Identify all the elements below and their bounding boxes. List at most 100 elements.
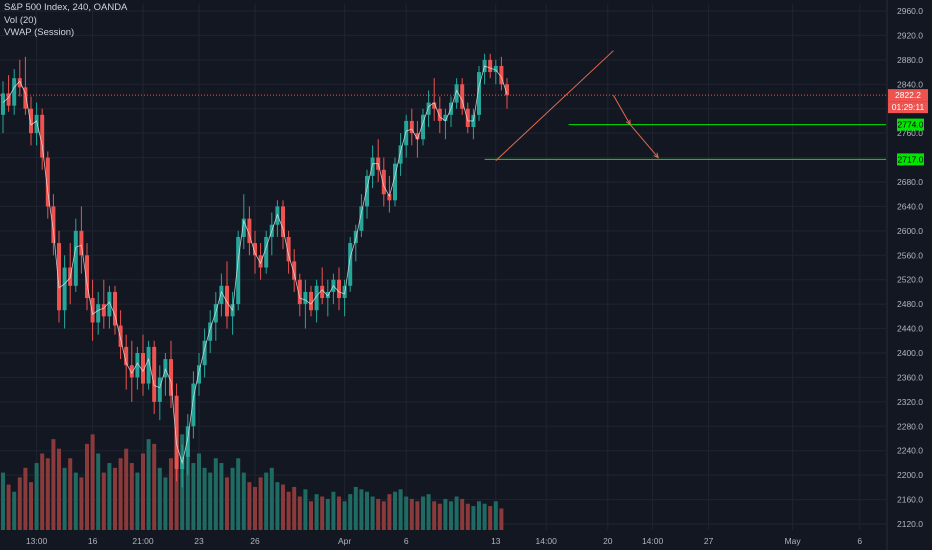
candle-body — [404, 120, 409, 146]
candle-body — [236, 236, 241, 305]
candle-body — [113, 291, 117, 326]
price-tick-label: 2400.0 — [897, 348, 923, 358]
volume-bar — [264, 472, 269, 530]
price-tick-label: 2440.0 — [897, 324, 923, 334]
price-tick-label: 2280.0 — [897, 421, 923, 431]
candle-body — [146, 346, 151, 384]
volume-bar — [191, 463, 196, 530]
volume-bar — [359, 489, 364, 530]
volume-bar — [213, 458, 218, 530]
candle-body — [51, 206, 56, 244]
candle-body — [124, 346, 129, 366]
candle-body — [40, 114, 45, 158]
candle-body — [460, 84, 465, 109]
symbol-title[interactable]: S&P 500 Index, 240, OANDA — [4, 2, 128, 13]
candle-body — [421, 114, 425, 140]
candle-body — [45, 157, 50, 207]
price-tick-label: 2960.0 — [897, 6, 923, 16]
volume-bar — [219, 463, 224, 530]
time-tick-label: 14:00 — [536, 536, 558, 546]
candle-body — [23, 87, 28, 109]
volume-bar — [460, 498, 465, 530]
volume-bar — [269, 467, 274, 530]
volume-bar — [432, 501, 437, 530]
candle-body — [409, 120, 414, 134]
candle-body — [191, 383, 196, 427]
volume-bar — [314, 494, 319, 530]
volume-bar — [40, 453, 45, 530]
volume-bar — [393, 491, 397, 530]
time-tick-label: 16 — [88, 536, 98, 546]
time-tick-label: Apr — [338, 536, 351, 546]
volume-bar — [230, 467, 235, 530]
candle-body — [12, 78, 17, 106]
volume-bar — [152, 443, 157, 530]
horizontal-levels[interactable] — [0, 94, 886, 160]
volume-indicator-label[interactable]: Vol (20) — [4, 14, 37, 26]
candle-body — [398, 145, 403, 164]
candle-body — [320, 285, 325, 299]
volume-bar — [1, 472, 5, 530]
candle-body — [381, 169, 386, 195]
candle-body — [443, 114, 448, 121]
candle-body — [454, 84, 459, 103]
volume-bar — [135, 472, 140, 530]
volume-bar — [454, 496, 459, 530]
chart-legend: S&P 500 Index, 240, OANDA Vol (20) VWAP … — [4, 2, 127, 40]
candle-body — [432, 102, 437, 109]
candle-body — [208, 322, 213, 341]
time-tick-label: 21:00 — [132, 536, 154, 546]
volume-bar — [113, 467, 117, 530]
candle-body — [6, 93, 11, 106]
volume-bar — [73, 472, 78, 530]
volume-bar — [449, 501, 453, 530]
candle-body — [85, 255, 89, 299]
volume-bar — [493, 501, 498, 530]
candle-body — [286, 236, 291, 262]
candle-body — [297, 279, 302, 305]
volume-bar — [57, 448, 61, 530]
time-tick-label: 6 — [857, 536, 862, 546]
candle-body — [359, 206, 364, 231]
candle-body — [499, 65, 504, 85]
volume-bar — [208, 472, 213, 530]
vwap-indicator-label[interactable]: VWAP (Session) — [4, 27, 75, 38]
volume-bar — [202, 467, 207, 530]
price-tick-label: 2760.0 — [897, 128, 923, 138]
candle-body — [505, 84, 509, 96]
projection-arrow — [629, 124, 659, 158]
volume-bar — [118, 458, 123, 530]
price-tick-label: 2640.0 — [897, 201, 923, 211]
time-tick-label: 14:00 — [642, 536, 664, 546]
candle-body — [129, 365, 134, 378]
volume-bar — [404, 496, 409, 530]
volume-bar — [320, 496, 325, 530]
candle-body — [96, 304, 101, 323]
volume-bar — [353, 486, 358, 530]
volume-bar — [443, 498, 448, 530]
volume-bar — [141, 453, 145, 530]
level-2-badge: 2717.0 — [897, 153, 924, 166]
volume-bar — [309, 501, 313, 530]
countdown-badge: 01:29:11 — [888, 101, 928, 114]
candle-body — [163, 359, 168, 378]
candle-body — [488, 59, 493, 73]
candle-body — [141, 353, 145, 384]
trend-drawings[interactable] — [495, 50, 659, 161]
time-axis[interactable]: 13:00 16 21:00 23 26 Apr 6 13 14:00 20 14:00 27 May 6 — [26, 536, 862, 546]
candle-body — [57, 243, 61, 311]
current-price-label: 2822.2 — [895, 90, 921, 100]
time-tick-label: 13:00 — [26, 536, 48, 546]
candle-body — [79, 230, 84, 256]
volume-bar — [415, 501, 420, 530]
volume-bar — [29, 482, 33, 530]
candle-body — [281, 206, 285, 237]
candle-body — [353, 230, 358, 244]
candle-body — [169, 359, 173, 396]
volume-bar — [247, 482, 252, 530]
candle-body — [73, 230, 78, 286]
volume-bar — [482, 503, 487, 530]
candle-body — [174, 395, 179, 470]
candle-body — [202, 340, 207, 366]
